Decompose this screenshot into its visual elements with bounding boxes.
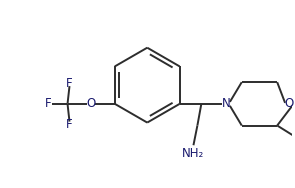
- Text: F: F: [66, 77, 73, 90]
- Text: N: N: [222, 97, 230, 110]
- Text: F: F: [66, 118, 73, 131]
- Text: O: O: [284, 97, 294, 110]
- Text: F: F: [45, 97, 51, 110]
- Text: O: O: [86, 97, 96, 110]
- Text: NH₂: NH₂: [182, 147, 204, 160]
